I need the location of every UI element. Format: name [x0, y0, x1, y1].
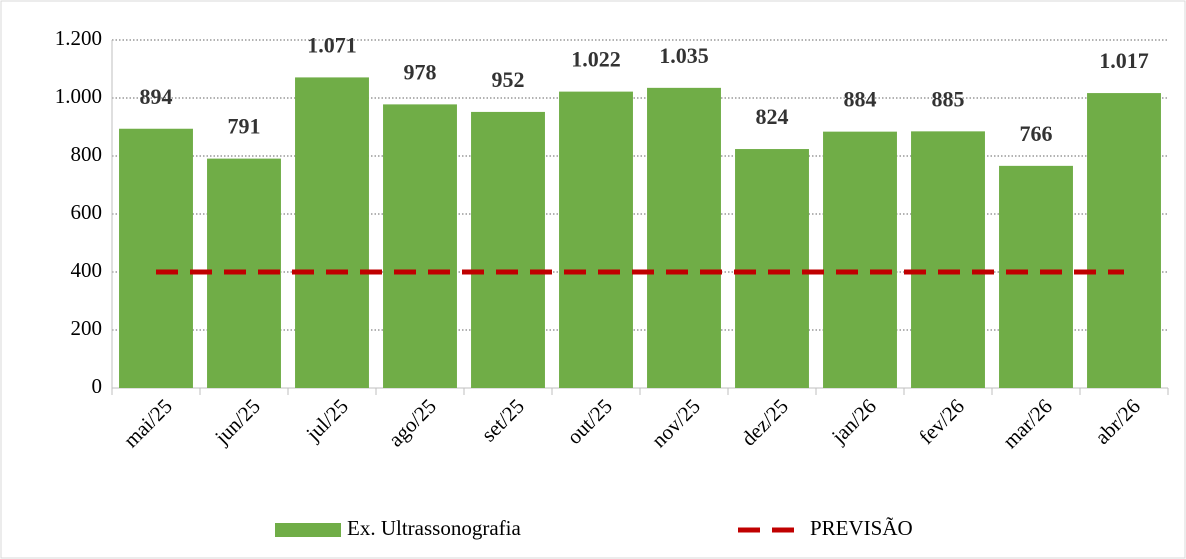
- legend-label: Ex. Ultrassonografia: [347, 516, 521, 540]
- y-tick-label: 600: [71, 200, 103, 224]
- bar: [823, 131, 897, 388]
- value-label: 884: [844, 87, 877, 112]
- y-tick-label: 0: [92, 374, 103, 398]
- bar: [647, 87, 721, 388]
- y-tick-label: 200: [71, 316, 103, 340]
- y-tick-label: 800: [71, 142, 103, 166]
- value-label: 885: [932, 86, 965, 111]
- value-label: 791: [228, 114, 261, 139]
- legend-swatch: [275, 523, 341, 537]
- bar: [1087, 93, 1161, 388]
- bar: [735, 149, 809, 388]
- value-label: 952: [492, 67, 525, 92]
- y-tick-label: 1.200: [55, 26, 102, 50]
- value-label: 1.017: [1099, 48, 1149, 73]
- bar: [383, 104, 457, 388]
- value-label: 824: [756, 104, 789, 129]
- bar: [471, 111, 545, 389]
- legend-label: PREVISÃO: [810, 516, 913, 540]
- bar: [119, 128, 193, 389]
- y-tick-label: 1.000: [55, 84, 102, 108]
- bar: [911, 131, 985, 388]
- value-label: 1.071: [307, 32, 357, 57]
- y-tick-label: 400: [71, 258, 103, 282]
- value-label: 1.035: [659, 43, 709, 68]
- bar: [999, 165, 1073, 388]
- value-label: 766: [1020, 121, 1053, 146]
- bar: [559, 91, 633, 389]
- value-label: 894: [140, 84, 173, 109]
- bar: [295, 77, 369, 388]
- value-label: 1.022: [571, 47, 621, 72]
- value-label: 978: [404, 59, 437, 84]
